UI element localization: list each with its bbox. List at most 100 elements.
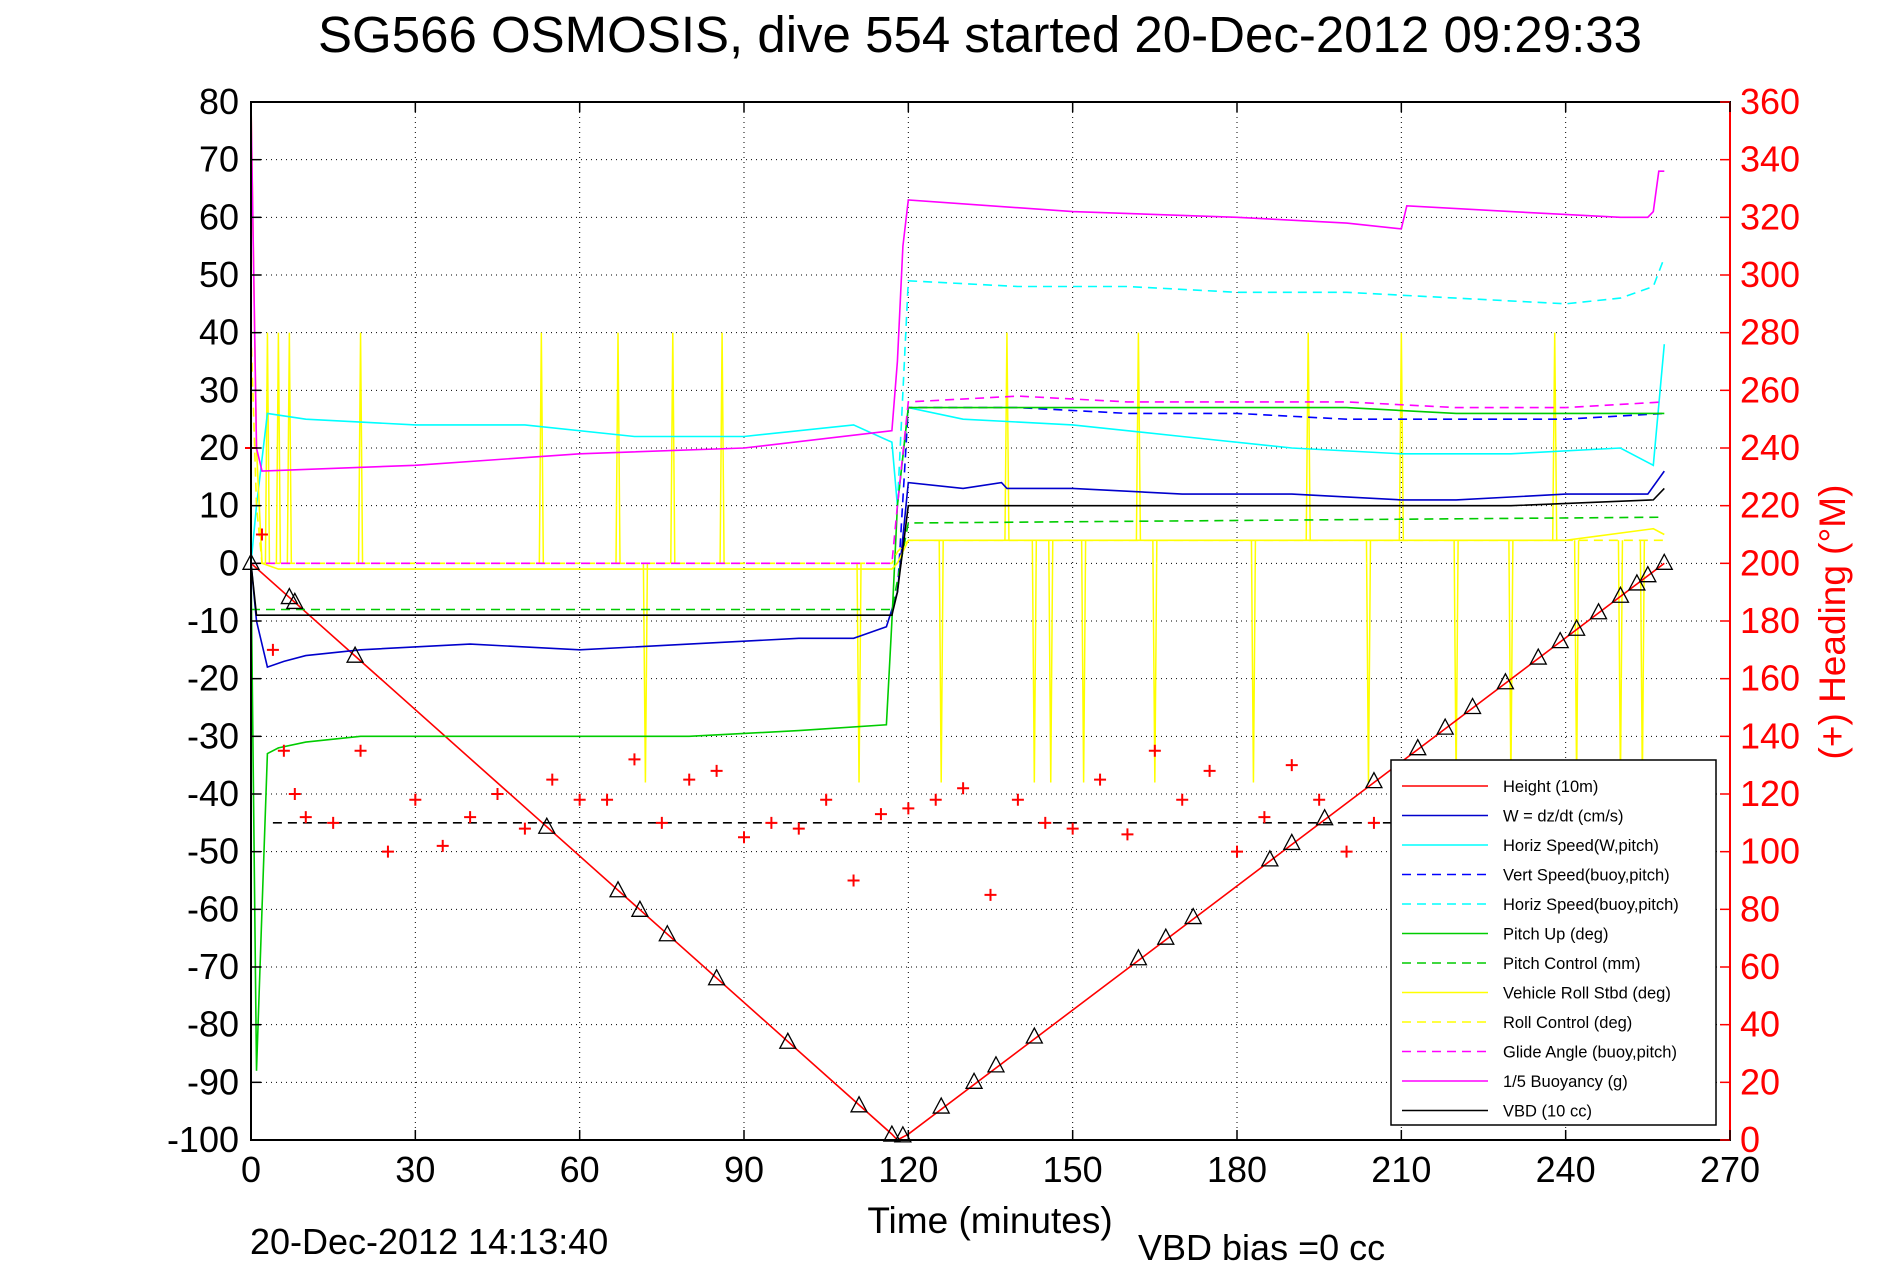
legend-label-horiz_speed_model: Horiz Speed(buoy,pitch) xyxy=(1503,896,1679,914)
heading-marker xyxy=(1011,793,1024,806)
y-tick-label: -20 xyxy=(187,658,239,699)
roll-spike-up xyxy=(1551,332,1558,541)
series-line-horiz_speed_model xyxy=(896,257,1666,506)
height-marker xyxy=(1551,631,1570,649)
y-tick-label: 50 xyxy=(199,254,239,295)
x-tick-label: 60 xyxy=(560,1149,600,1190)
heading-marker xyxy=(1121,828,1134,841)
right-y-tick-label: 340 xyxy=(1740,139,1800,180)
heading-marker xyxy=(1258,811,1271,824)
x-axis-label: Time (minutes) xyxy=(867,1200,1112,1241)
heading-marker xyxy=(354,744,367,757)
heading-marker xyxy=(288,788,301,800)
right-axis-label: (+) Heading (°M) xyxy=(1812,485,1853,760)
height-marker xyxy=(1567,618,1586,636)
right-y-tick-label: 240 xyxy=(1740,427,1800,468)
height-marker xyxy=(893,1125,912,1143)
height-marker xyxy=(1129,948,1148,966)
heading-marker xyxy=(738,831,750,844)
height-marker xyxy=(285,592,304,610)
height-marker xyxy=(964,1071,984,1089)
heading-marker xyxy=(820,793,833,806)
x-tick-label: 120 xyxy=(878,1149,938,1190)
roll-spike-up xyxy=(1305,332,1311,541)
height-marker xyxy=(1589,602,1608,620)
height-marker xyxy=(1463,697,1482,715)
x-tick-label: 180 xyxy=(1207,1149,1267,1190)
height-marker xyxy=(1156,927,1175,945)
roll-spike-up xyxy=(1398,332,1405,541)
height-marker xyxy=(1627,573,1646,591)
right-y-tick-label: 280 xyxy=(1740,312,1800,353)
right-y-tick-label: 80 xyxy=(1740,888,1780,929)
roll-spike-up xyxy=(615,332,621,564)
right-axis: 3603403203002802602402202001801601401201… xyxy=(1720,81,1800,1160)
heading-marker xyxy=(1066,822,1079,835)
height-marker xyxy=(537,816,556,834)
height-marker xyxy=(1529,647,1548,665)
legend-items: Height (10m) W = dz/dt (cm/s) Horiz Speed(… xyxy=(1402,778,1679,1121)
y-tick-label: 10 xyxy=(199,485,239,526)
right-y-tick-label: 0 xyxy=(1740,1119,1760,1160)
heading-marker xyxy=(381,845,394,858)
height-marker xyxy=(1408,738,1427,756)
roll-spike-down xyxy=(938,540,944,783)
roll-spike-up xyxy=(264,332,271,564)
legend-label-height: Height (10m) xyxy=(1503,778,1598,796)
right-y-tick-label: 180 xyxy=(1740,600,1800,641)
y-tick-label: -90 xyxy=(187,1061,239,1102)
height-marker xyxy=(1315,808,1334,826)
height-marker xyxy=(882,1124,901,1142)
heading-marker xyxy=(902,802,915,815)
x-tick-label: 150 xyxy=(1043,1149,1103,1190)
x-tick-label: 90 xyxy=(724,1149,764,1190)
y-tick-label: -10 xyxy=(187,600,239,641)
y-tick-label: 80 xyxy=(199,81,239,122)
heading-marker xyxy=(1340,845,1353,858)
x-tick-label: 30 xyxy=(395,1149,435,1190)
heading-marker xyxy=(1148,744,1161,757)
heading-marker xyxy=(710,764,723,777)
right-y-tick-label: 320 xyxy=(1740,196,1800,237)
series-line-roll xyxy=(250,101,1665,570)
x-tick-label: 0 xyxy=(241,1149,261,1190)
heading-marker xyxy=(874,808,887,821)
heading-marker xyxy=(518,822,531,835)
legend-label-pitch: Pitch Up (deg) xyxy=(1503,926,1608,944)
y-tick-label: -80 xyxy=(187,1004,239,1045)
y-tick-label: 20 xyxy=(199,427,239,468)
heading-marker xyxy=(683,773,696,786)
heading-marker xyxy=(655,816,668,829)
heading-marker xyxy=(546,773,559,786)
height-marker xyxy=(707,968,726,986)
right-y-tick-label: 360 xyxy=(1740,81,1800,122)
y-tick-label: 60 xyxy=(199,196,239,237)
heading-marker xyxy=(409,793,422,806)
heading-marker xyxy=(765,816,778,829)
y-tick-label: 30 xyxy=(199,369,239,410)
y-tick-label: 40 xyxy=(199,312,239,353)
series-line-pitch_control xyxy=(251,516,1665,611)
x-axis: 0 30 60 90 120 150 180 210 240 270 xyxy=(241,102,1760,1190)
left-axis: 80 70 60 50 40 30 20 10 0 -10 -20 -30 -40 -50 -60 -70 -8… xyxy=(167,81,261,1160)
heading-marker xyxy=(464,811,477,824)
legend-label-pitch_control: Pitch Control (mm) xyxy=(1503,955,1641,973)
legend-label-horiz_speed: Horiz Speed(W,pitch) xyxy=(1503,837,1659,855)
right-y-tick-label: 140 xyxy=(1740,715,1800,756)
legend-label-glide_angle: Glide Angle (buoy,pitch) xyxy=(1503,1044,1677,1062)
roll-spike-up xyxy=(286,332,293,564)
series-line-pitch xyxy=(250,406,1665,1071)
heading-marker xyxy=(299,811,312,824)
vbd-bias: VBD bias =0 cc xyxy=(1138,1227,1385,1262)
legend-label-w: W = dz/dt (cm/s) xyxy=(1503,808,1624,826)
heading-marker xyxy=(266,643,279,656)
series-line-buoyancy xyxy=(250,101,1665,472)
height-marker xyxy=(608,880,628,898)
legend-label-roll: Vehicle Roll Stbd (deg) xyxy=(1503,985,1671,1003)
height-marker xyxy=(1260,849,1279,867)
heading-marker xyxy=(1285,759,1298,772)
right-y-tick-label: 40 xyxy=(1740,1004,1780,1045)
height-marker xyxy=(986,1055,1006,1073)
